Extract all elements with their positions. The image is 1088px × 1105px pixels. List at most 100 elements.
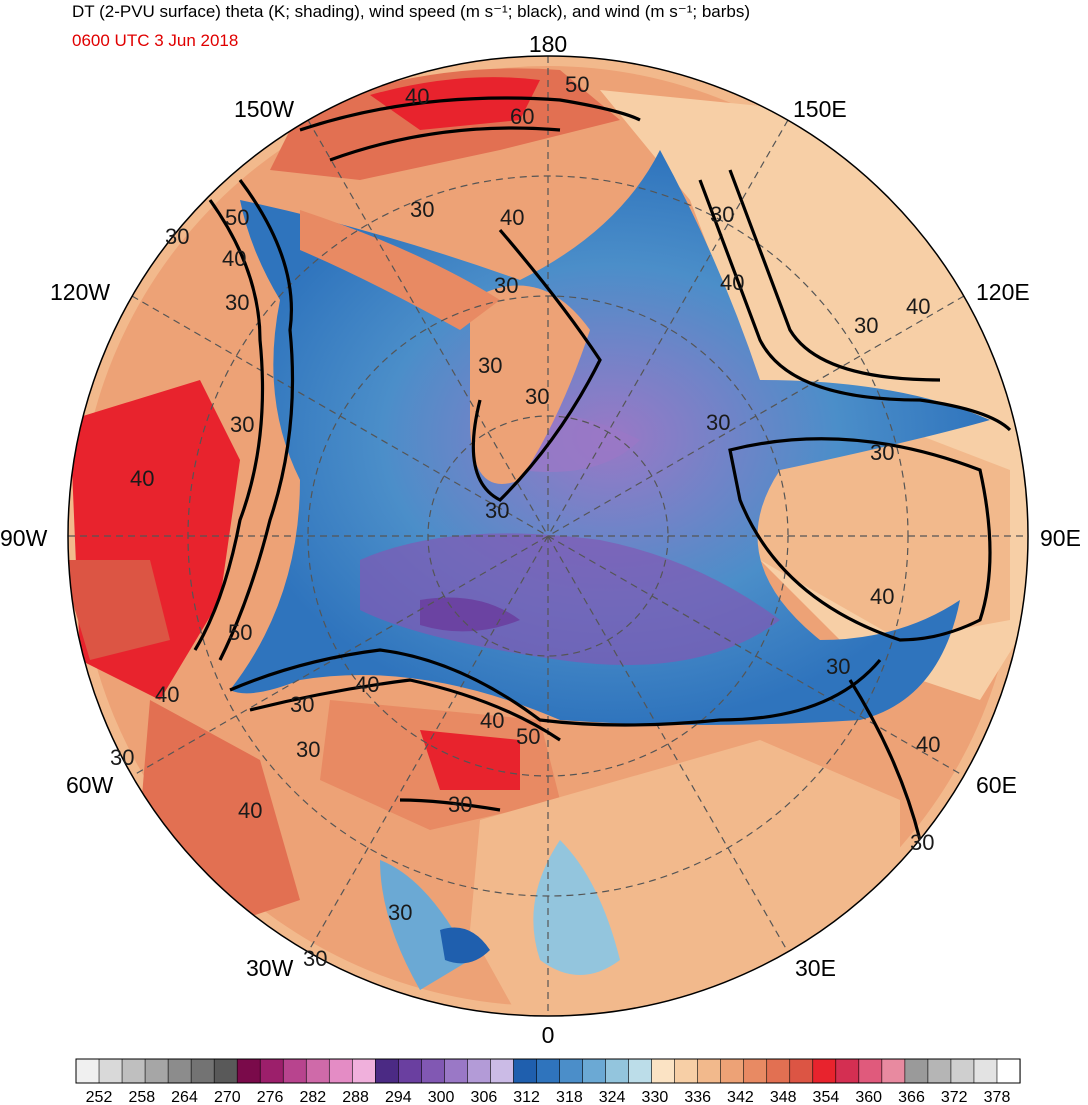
colorbar-cell	[582, 1058, 607, 1084]
colorbar-cell	[421, 1058, 445, 1084]
contour-label: 40	[480, 708, 504, 733]
lon-label-60w: 60W	[66, 772, 114, 798]
contour-label: 30	[826, 654, 850, 679]
contour-label: 30	[290, 692, 314, 717]
contour-label: 30	[165, 224, 189, 249]
contour-label: 50	[565, 72, 589, 97]
colorbar-cell	[996, 1058, 1021, 1084]
colorbar-cell	[789, 1058, 814, 1084]
contour-label: 30	[910, 830, 934, 855]
colorbar-tick-label: 378	[984, 1089, 1011, 1105]
colorbar-tick-label: 258	[128, 1089, 155, 1105]
contour-label: 40	[720, 270, 744, 295]
contour-label: 50	[225, 205, 249, 230]
lon-label-30w: 30W	[246, 955, 294, 981]
colorbar-tick-label: 324	[599, 1089, 626, 1105]
colorbar-cell	[398, 1058, 422, 1084]
colorbar-cell	[927, 1058, 952, 1084]
colorbar-tick-label: 330	[642, 1089, 669, 1105]
contour-label: 40	[906, 294, 930, 319]
contour-label: 30	[303, 946, 327, 971]
contour-label: 30	[525, 384, 549, 409]
contour-label: 50	[228, 620, 252, 645]
contour-label: 60	[510, 104, 534, 129]
colorbar-cell	[674, 1058, 699, 1084]
lon-label-60e: 60E	[976, 772, 1017, 798]
contour-label: 40	[405, 84, 429, 109]
colorbar-cell	[328, 1058, 353, 1084]
lon-label-120e: 120E	[976, 279, 1030, 305]
colorbar-cell	[98, 1058, 123, 1084]
colorbar: 252 258 264 270 276 282 288 294 300 306 312 318 324 3…	[75, 1058, 1021, 1105]
wind-speed-contours	[193, 96, 1012, 841]
colorbar-cell	[766, 1058, 791, 1084]
contour-label: 40	[130, 466, 154, 491]
contour-label: 40	[916, 732, 940, 757]
colorbar-cell	[720, 1058, 745, 1084]
contour-label: 30	[230, 412, 254, 437]
lon-label-90w: 90W	[0, 525, 48, 551]
contour-label: 40	[238, 798, 262, 823]
colorbar-tick-label: 288	[342, 1089, 369, 1105]
longitude-labels: 180 150W 150E 120W 120E 90W 90E 60W 60E …	[0, 31, 1081, 1048]
colorbar-tick-label: 306	[471, 1089, 498, 1105]
colorbar-cell	[812, 1058, 837, 1084]
contour-label: 30	[448, 792, 472, 817]
colorbar-tick-label: 348	[770, 1089, 797, 1105]
colorbar-cell	[950, 1058, 975, 1084]
colorbar-tick-label: 336	[684, 1089, 711, 1105]
graticule	[68, 56, 1028, 1016]
lon-label-0: 0	[542, 1022, 555, 1048]
map-boundary	[67, 55, 1029, 1017]
contour-label: 30	[110, 745, 134, 770]
colorbar-tick-label: 342	[727, 1089, 754, 1105]
colorbar-tick-label: 264	[171, 1089, 198, 1105]
contour-label: 50	[516, 724, 540, 749]
lon-label-150e: 150E	[793, 96, 847, 122]
colorbar-cell	[881, 1058, 906, 1084]
lon-label-120w: 120W	[50, 279, 110, 305]
colorbar-cell	[282, 1058, 307, 1084]
colorbar-cells	[75, 1058, 1021, 1084]
contour-label: 30	[710, 202, 734, 227]
colorbar-cell	[236, 1058, 261, 1084]
colorbar-tick-label: 372	[941, 1089, 968, 1105]
colorbar-tick-label: 276	[257, 1089, 284, 1105]
colorbar-cell	[259, 1058, 284, 1084]
colorbar-tick-label: 282	[299, 1089, 326, 1105]
colorbar-cell	[835, 1058, 860, 1084]
colorbar-cell	[559, 1058, 584, 1084]
colorbar-cell	[351, 1058, 376, 1084]
colorbar-cell	[858, 1058, 883, 1084]
colorbar-tick-label: 252	[86, 1089, 113, 1105]
colorbar-cell	[697, 1058, 722, 1084]
colorbar-tick-label: 312	[513, 1089, 540, 1105]
contour-label: 30	[478, 353, 502, 378]
colorbar-tick-label: 300	[428, 1089, 455, 1105]
colorbar-cell	[121, 1058, 146, 1084]
contour-labels: 40 50 60 50 30 40 30 30 40 30 30 30 30 3…	[110, 72, 940, 971]
contour-label: 30	[296, 737, 320, 762]
colorbar-cell	[973, 1058, 998, 1084]
colorbar-frame	[75, 1058, 1021, 1084]
lon-label-30e: 30E	[795, 955, 836, 981]
contour-label: 30	[225, 290, 249, 315]
contour-label: 40	[155, 682, 179, 707]
contour-label: 30	[706, 410, 730, 435]
contour-label: 40	[870, 584, 894, 609]
colorbar-cell	[75, 1058, 100, 1084]
colorbar-cell	[490, 1058, 515, 1084]
colorbar-tick-label: 294	[385, 1089, 412, 1105]
colorbar-tick-label: 360	[855, 1089, 882, 1105]
lon-label-90e: 90E	[1040, 525, 1081, 551]
valid-time: 0600 UTC 3 Jun 2018	[72, 31, 239, 50]
colorbar-cell	[444, 1058, 469, 1084]
colorbar-cell	[605, 1058, 630, 1084]
colorbar-cell	[904, 1058, 929, 1084]
contour-label: 30	[410, 197, 434, 222]
contour-label: 40	[500, 205, 524, 230]
lon-label-180: 180	[529, 31, 567, 57]
contour-label: 30	[388, 900, 412, 925]
colorbar-cell	[743, 1058, 768, 1084]
colorbar-cell	[628, 1058, 653, 1084]
